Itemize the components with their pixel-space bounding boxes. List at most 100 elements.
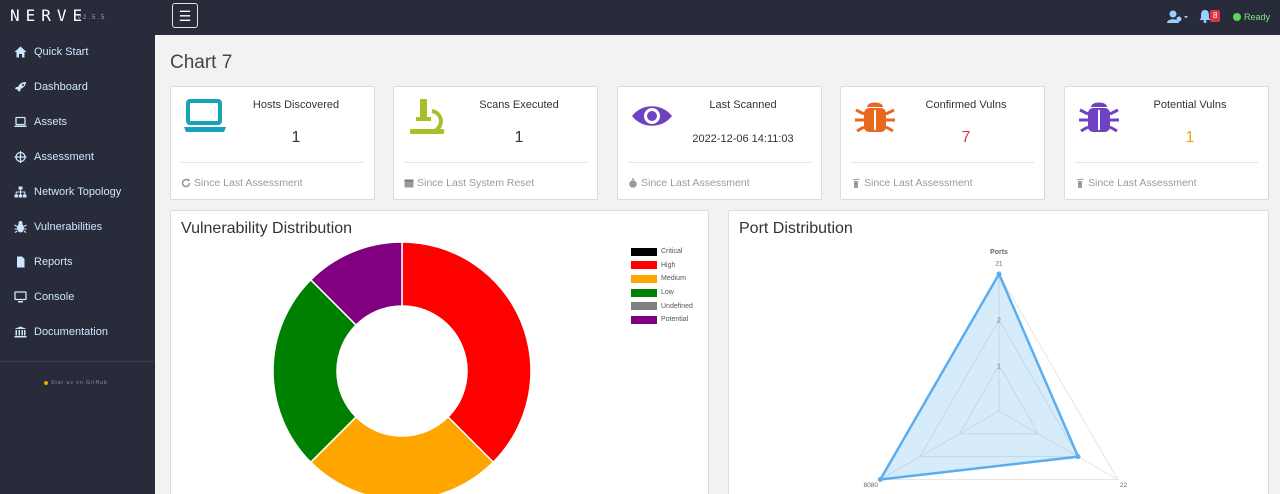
radar-grid-ring xyxy=(958,364,1040,435)
legend-label: Potential xyxy=(661,316,689,324)
card-footer-text: Since Last System Reset xyxy=(417,177,535,189)
confirmed-vulns-card: Confirmed Vulns 7 Since Last Assessment xyxy=(840,86,1045,200)
donut-slice-medium[interactable] xyxy=(309,415,495,494)
donut-slice-high[interactable] xyxy=(401,241,532,464)
card-divider xyxy=(404,162,587,163)
sidebar-item-label: Dashboard xyxy=(34,81,88,93)
refresh-icon xyxy=(181,178,191,188)
brand-version: v2.5.5 xyxy=(78,15,107,21)
sidebar: Quick Start Dashboard Assets Assessment … xyxy=(0,35,155,494)
radar-tick-label: 2 xyxy=(997,318,1001,325)
panel-title: Vulnerability Distribution xyxy=(181,220,353,237)
legend-swatch xyxy=(631,274,657,283)
donut-slice-low[interactable] xyxy=(272,278,358,464)
legend-item-undefined[interactable]: Undefined xyxy=(631,299,693,313)
notifications-icon[interactable]: 8 xyxy=(1199,9,1223,25)
legend-swatch xyxy=(631,247,657,256)
card-value: 1 xyxy=(514,129,524,146)
legend-item-low[interactable]: Low xyxy=(631,286,693,300)
card-label: Scans Executed xyxy=(479,99,559,111)
fire-extinguisher-icon xyxy=(1075,178,1085,188)
card-label: Potential Vulns xyxy=(1153,99,1227,111)
fire-extinguisher-icon xyxy=(851,178,861,188)
rocket-icon xyxy=(14,81,27,93)
sidebar-item-label: Console xyxy=(34,291,75,303)
sidebar-item-label: Assets xyxy=(34,116,68,128)
brand-name: NERVE xyxy=(10,6,89,25)
card-footer: Since Last Assessment xyxy=(851,177,973,189)
radar-point-8080[interactable] xyxy=(877,477,883,482)
legend-swatch xyxy=(631,261,657,270)
crosshair-icon xyxy=(14,151,27,163)
vulnerability-distribution-panel: Vulnerability Distribution Critical High M… xyxy=(170,210,709,494)
sidebar-item-assets[interactable]: Assets xyxy=(0,107,155,137)
legend-item-potential[interactable]: Potential xyxy=(631,313,693,327)
bug-icon xyxy=(14,221,27,233)
legend-swatch xyxy=(631,288,657,297)
radar-point-22[interactable] xyxy=(1075,454,1081,460)
scans-executed-card: Scans Executed 1 Since Last System Reset xyxy=(393,86,598,200)
card-value: 7 xyxy=(961,129,971,146)
radar-point-21[interactable] xyxy=(996,271,1002,277)
bug-icon xyxy=(1077,97,1121,137)
last-scanned-card: Last Scanned 2022-12-06 14:11:03 Since L… xyxy=(617,86,822,200)
status-indicator: Ready xyxy=(1232,12,1270,22)
sidebar-item-label: Documentation xyxy=(34,326,108,338)
bug-icon xyxy=(853,97,897,137)
radar-spoke xyxy=(998,410,1118,480)
port-radar-chart: 1 2 21 22 8080 Ports xyxy=(864,249,1128,489)
chart-legend: Critical High Medium Low Undefined Potential xyxy=(631,245,693,327)
radar-chart-title: Ports xyxy=(990,249,1008,256)
radar-series-area[interactable] xyxy=(878,271,1080,482)
sidebar-item-vulnerabilities[interactable]: Vulnerabilities xyxy=(0,212,155,242)
legend-item-high[interactable]: High xyxy=(631,259,693,273)
sidebar-item-network-topology[interactable]: Network Topology xyxy=(0,177,155,207)
donut-slice-potential[interactable] xyxy=(309,241,403,327)
card-footer-text: Since Last Assessment xyxy=(864,177,973,189)
card-divider xyxy=(1075,162,1258,163)
top-right-controls: 8 Ready xyxy=(1166,9,1270,25)
radar-axis-label: 21 xyxy=(995,260,1003,267)
calendar-icon xyxy=(404,178,414,188)
card-divider xyxy=(851,162,1034,163)
card-footer: Since Last Assessment xyxy=(1075,177,1197,189)
radar-tick-label: 1 xyxy=(997,363,1001,370)
sidebar-item-console[interactable]: Console xyxy=(0,282,155,312)
user-menu-icon[interactable] xyxy=(1166,10,1189,24)
radar-axis-label: 22 xyxy=(1120,482,1128,489)
card-footer: Since Last System Reset xyxy=(404,177,534,189)
sidebar-item-label: Quick Start xyxy=(34,46,89,58)
sidebar-item-assessment[interactable]: Assessment xyxy=(0,142,155,172)
legend-label: Undefined xyxy=(661,302,693,310)
card-divider xyxy=(181,162,364,163)
monitor-icon xyxy=(14,291,27,303)
star-icon xyxy=(44,380,48,385)
card-label: Confirmed Vulns xyxy=(925,99,1007,111)
microscope-icon xyxy=(406,97,450,137)
port-distribution-panel: Port Distribution 1 2 21 22 8080 Ports xyxy=(728,210,1269,494)
card-divider xyxy=(628,162,811,163)
hosts-discovered-card: Hosts Discovered 1 Since Last Assessment xyxy=(170,86,375,200)
sidebar-item-reports[interactable]: Reports xyxy=(0,247,155,277)
legend-item-critical[interactable]: Critical xyxy=(631,245,693,259)
bank-icon xyxy=(14,326,27,338)
sidebar-item-documentation[interactable]: Documentation xyxy=(0,317,155,347)
legend-item-medium[interactable]: Medium xyxy=(631,272,693,286)
github-star-link[interactable]: Star us on GitHub xyxy=(44,380,108,386)
card-footer: Since Last Assessment xyxy=(628,177,750,189)
sidebar-item-label: Assessment xyxy=(34,151,94,163)
card-footer: Since Last Assessment xyxy=(181,177,303,189)
notification-count-badge: 8 xyxy=(1209,10,1221,22)
card-label: Last Scanned xyxy=(709,99,777,111)
sidebar-toggle-button[interactable]: ☰ xyxy=(172,3,198,28)
brand[interactable]: NERVE v2.5.5 xyxy=(0,0,155,35)
card-footer-text: Since Last Assessment xyxy=(1088,177,1197,189)
card-value: 1 xyxy=(1185,129,1195,146)
home-icon xyxy=(14,46,27,58)
sidebar-item-dashboard[interactable]: Dashboard xyxy=(0,72,155,102)
legend-label: Medium xyxy=(661,275,686,283)
sidebar-item-quick-start[interactable]: Quick Start xyxy=(0,37,155,67)
radar-grid-ring xyxy=(919,318,1079,458)
github-star-text: Star us on GitHub xyxy=(51,380,108,386)
status-dot-icon xyxy=(1232,13,1241,21)
